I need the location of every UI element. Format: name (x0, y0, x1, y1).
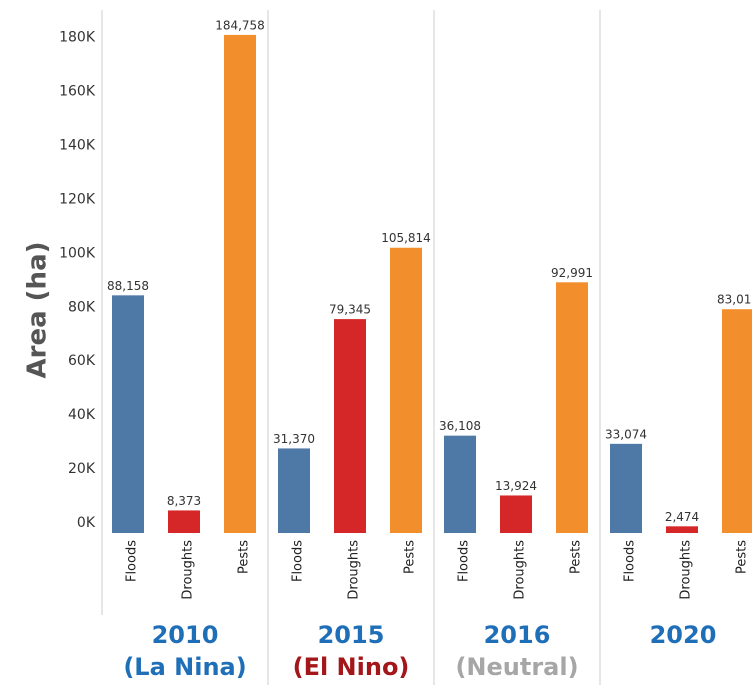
panel-note: (Neutral) (455, 653, 578, 681)
value-label: 184,758 (215, 18, 265, 32)
y-tick-label: 180K (59, 30, 96, 46)
category-label: Floods (623, 540, 638, 582)
value-label: 79,345 (329, 303, 371, 317)
category-label: Pests (403, 540, 418, 574)
panel-note: (El Nino) (293, 653, 410, 681)
value-label: 88,158 (107, 279, 149, 293)
category-label: Pests (569, 540, 584, 574)
y-tick-label: 160K (59, 84, 96, 100)
value-label: 92,991 (551, 266, 593, 280)
bar (444, 435, 476, 533)
y-axis-label: Area (ha) (23, 242, 53, 379)
panel-note: (La Nina) (123, 653, 246, 681)
value-label: 33,074 (605, 427, 647, 441)
y-tick-label: 100K (59, 245, 96, 261)
category-label: Droughts (347, 540, 362, 600)
bar (390, 247, 422, 534)
bar (112, 295, 144, 533)
y-tick-label: 140K (59, 138, 96, 154)
y-tick-label: 40K (68, 407, 96, 423)
bar (278, 448, 310, 533)
category-label: Droughts (679, 540, 694, 600)
y-tick-label: 120K (59, 191, 96, 207)
bar (610, 443, 642, 533)
y-tick-label: 0K (77, 515, 96, 531)
value-label: 8,373 (167, 494, 201, 508)
panel-year: 2020 (650, 621, 717, 649)
category-label: Floods (125, 540, 140, 582)
category-label: Floods (291, 540, 306, 582)
value-label: 105,814 (381, 231, 431, 245)
category-label: Droughts (181, 540, 196, 600)
category-label: Pests (735, 540, 750, 574)
bar (500, 495, 532, 533)
value-label: 36,108 (439, 419, 481, 433)
panel-year: 2010 (152, 621, 219, 649)
bar (168, 510, 200, 533)
value-label: 31,370 (273, 432, 315, 446)
value-label: 13,924 (495, 479, 537, 493)
category-label: Floods (457, 540, 472, 582)
value-label: 83,014 (717, 293, 752, 307)
y-tick-label: 20K (68, 461, 96, 477)
panel-year: 2015 (318, 621, 385, 649)
bar (224, 34, 256, 534)
bar (556, 282, 588, 533)
y-tick-label: 80K (68, 299, 96, 315)
category-label: Pests (237, 540, 252, 574)
bar (722, 309, 752, 533)
category-label: Droughts (513, 540, 528, 600)
bar (334, 319, 366, 533)
y-tick-label: 60K (68, 353, 96, 369)
value-label: 2,474 (665, 510, 699, 524)
panel-year: 2016 (484, 621, 551, 649)
bar (666, 526, 698, 533)
